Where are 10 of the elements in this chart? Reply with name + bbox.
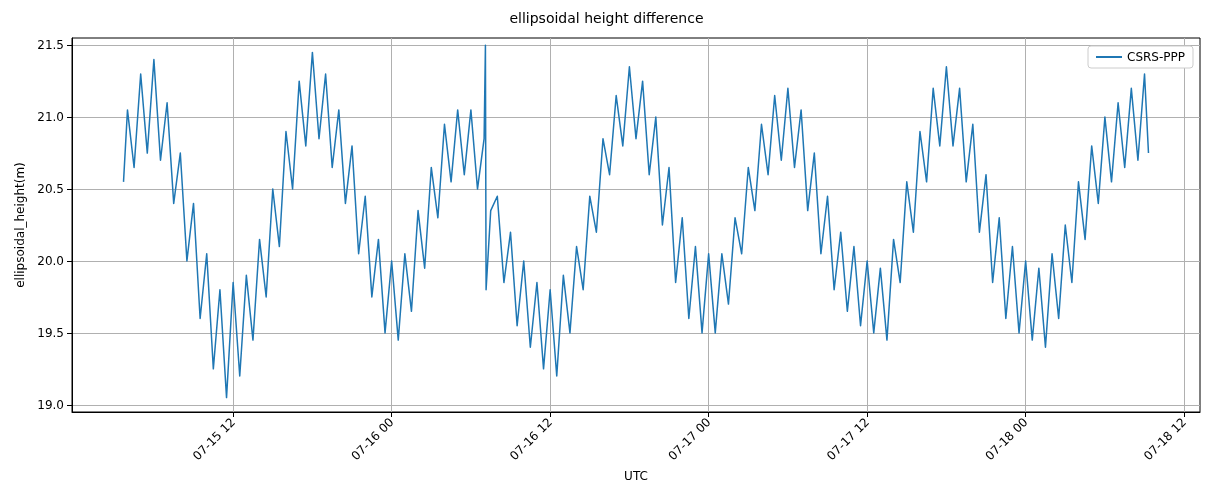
y-axis-title: ellipsoidal_height(m) xyxy=(13,162,28,288)
y-tick-label: 20.5 xyxy=(37,182,64,197)
legend-label: CSRS-PPP xyxy=(1127,50,1186,64)
y-tick-label: 19.0 xyxy=(37,397,64,412)
y-tick-label: 21.5 xyxy=(37,38,64,53)
y-tick-label: 21.0 xyxy=(37,110,64,125)
y-tick-label: 19.5 xyxy=(37,325,64,340)
chart-title: ellipsoidal height difference xyxy=(509,10,704,26)
x-axis-title: UTC xyxy=(624,469,648,483)
y-tick-label: 20.0 xyxy=(37,253,64,268)
